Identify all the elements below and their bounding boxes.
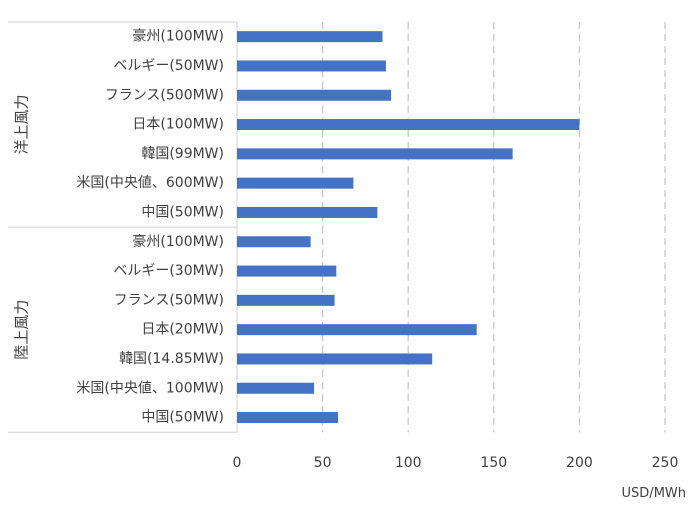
- category-label: フランス(500MW): [105, 87, 224, 103]
- bar: [237, 265, 337, 277]
- axes: [8, 21, 238, 433]
- category-label: 中国(50MW): [141, 410, 224, 426]
- category-label: フランス(50MW): [114, 292, 224, 308]
- x-tick-label: 150: [480, 455, 507, 471]
- x-tick-label: 100: [395, 455, 422, 471]
- bar: [237, 148, 513, 160]
- bar: [237, 177, 354, 189]
- category-label: ベルギー(30MW): [113, 263, 224, 279]
- x-tick-label: 250: [652, 455, 679, 471]
- category-label: 日本(20MW): [141, 322, 224, 338]
- bar: [237, 324, 477, 336]
- category-label: ベルギー(50MW): [113, 58, 224, 74]
- x-tick-labels: 0 50 100 150 200 250: [233, 455, 679, 471]
- group-label: 洋上風力: [13, 95, 31, 155]
- category-label: 日本(100MW): [132, 117, 224, 133]
- category-label: 米国(中央値、600MW): [76, 175, 224, 191]
- bar: [237, 206, 378, 218]
- x-tick-label: 200: [566, 455, 593, 471]
- category-label: 豪州(100MW): [132, 29, 224, 45]
- bar: [237, 89, 392, 101]
- bar: [237, 353, 433, 365]
- bar: [237, 412, 339, 424]
- gridlines: [321, 22, 666, 433]
- category-label: 韓国(99MW): [141, 146, 224, 162]
- bars: [237, 31, 580, 424]
- bar: [237, 382, 315, 394]
- x-tick-label: 50: [314, 455, 332, 471]
- x-tick-label: 0: [233, 455, 242, 471]
- bar: [237, 294, 335, 306]
- category-label: 米国(中央値、100MW): [76, 380, 224, 396]
- x-unit-label: USD/MWh: [622, 486, 686, 501]
- bar: [237, 236, 311, 248]
- category-label: 豪州(100MW): [132, 234, 224, 250]
- bar: [237, 119, 580, 131]
- category-labels: 豪州(100MW) ベルギー(50MW) フランス(500MW) 日本(100MW) 韓…: [76, 29, 224, 426]
- category-label: 韓国(14.85MW): [119, 351, 224, 367]
- group-label: 陸上風力: [13, 300, 31, 360]
- bar: [237, 31, 383, 43]
- bar: [237, 60, 386, 72]
- category-label: 中国(50MW): [141, 204, 224, 220]
